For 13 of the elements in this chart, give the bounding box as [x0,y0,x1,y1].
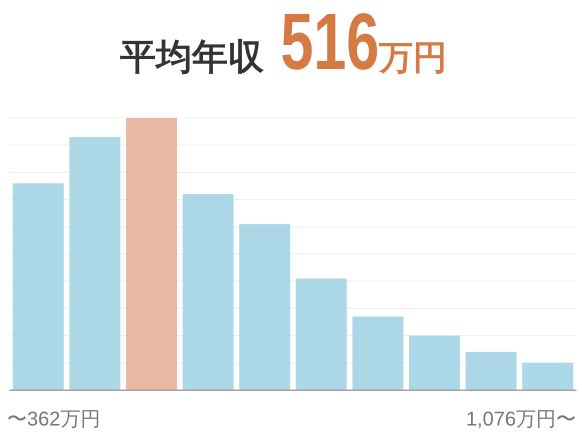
bar [182,194,234,390]
bar [409,336,460,390]
bar [296,278,347,390]
bar [352,316,404,390]
x-tick-label: 〜362万円 [7,408,100,431]
chart-title: 平均年収 516万円 [120,0,448,86]
bar [522,362,574,390]
bar [239,224,290,390]
bar [466,352,517,390]
bar [126,118,177,390]
bar [12,183,64,390]
x-tick-label: 1,076万円〜 [466,408,576,431]
bar [69,137,120,390]
